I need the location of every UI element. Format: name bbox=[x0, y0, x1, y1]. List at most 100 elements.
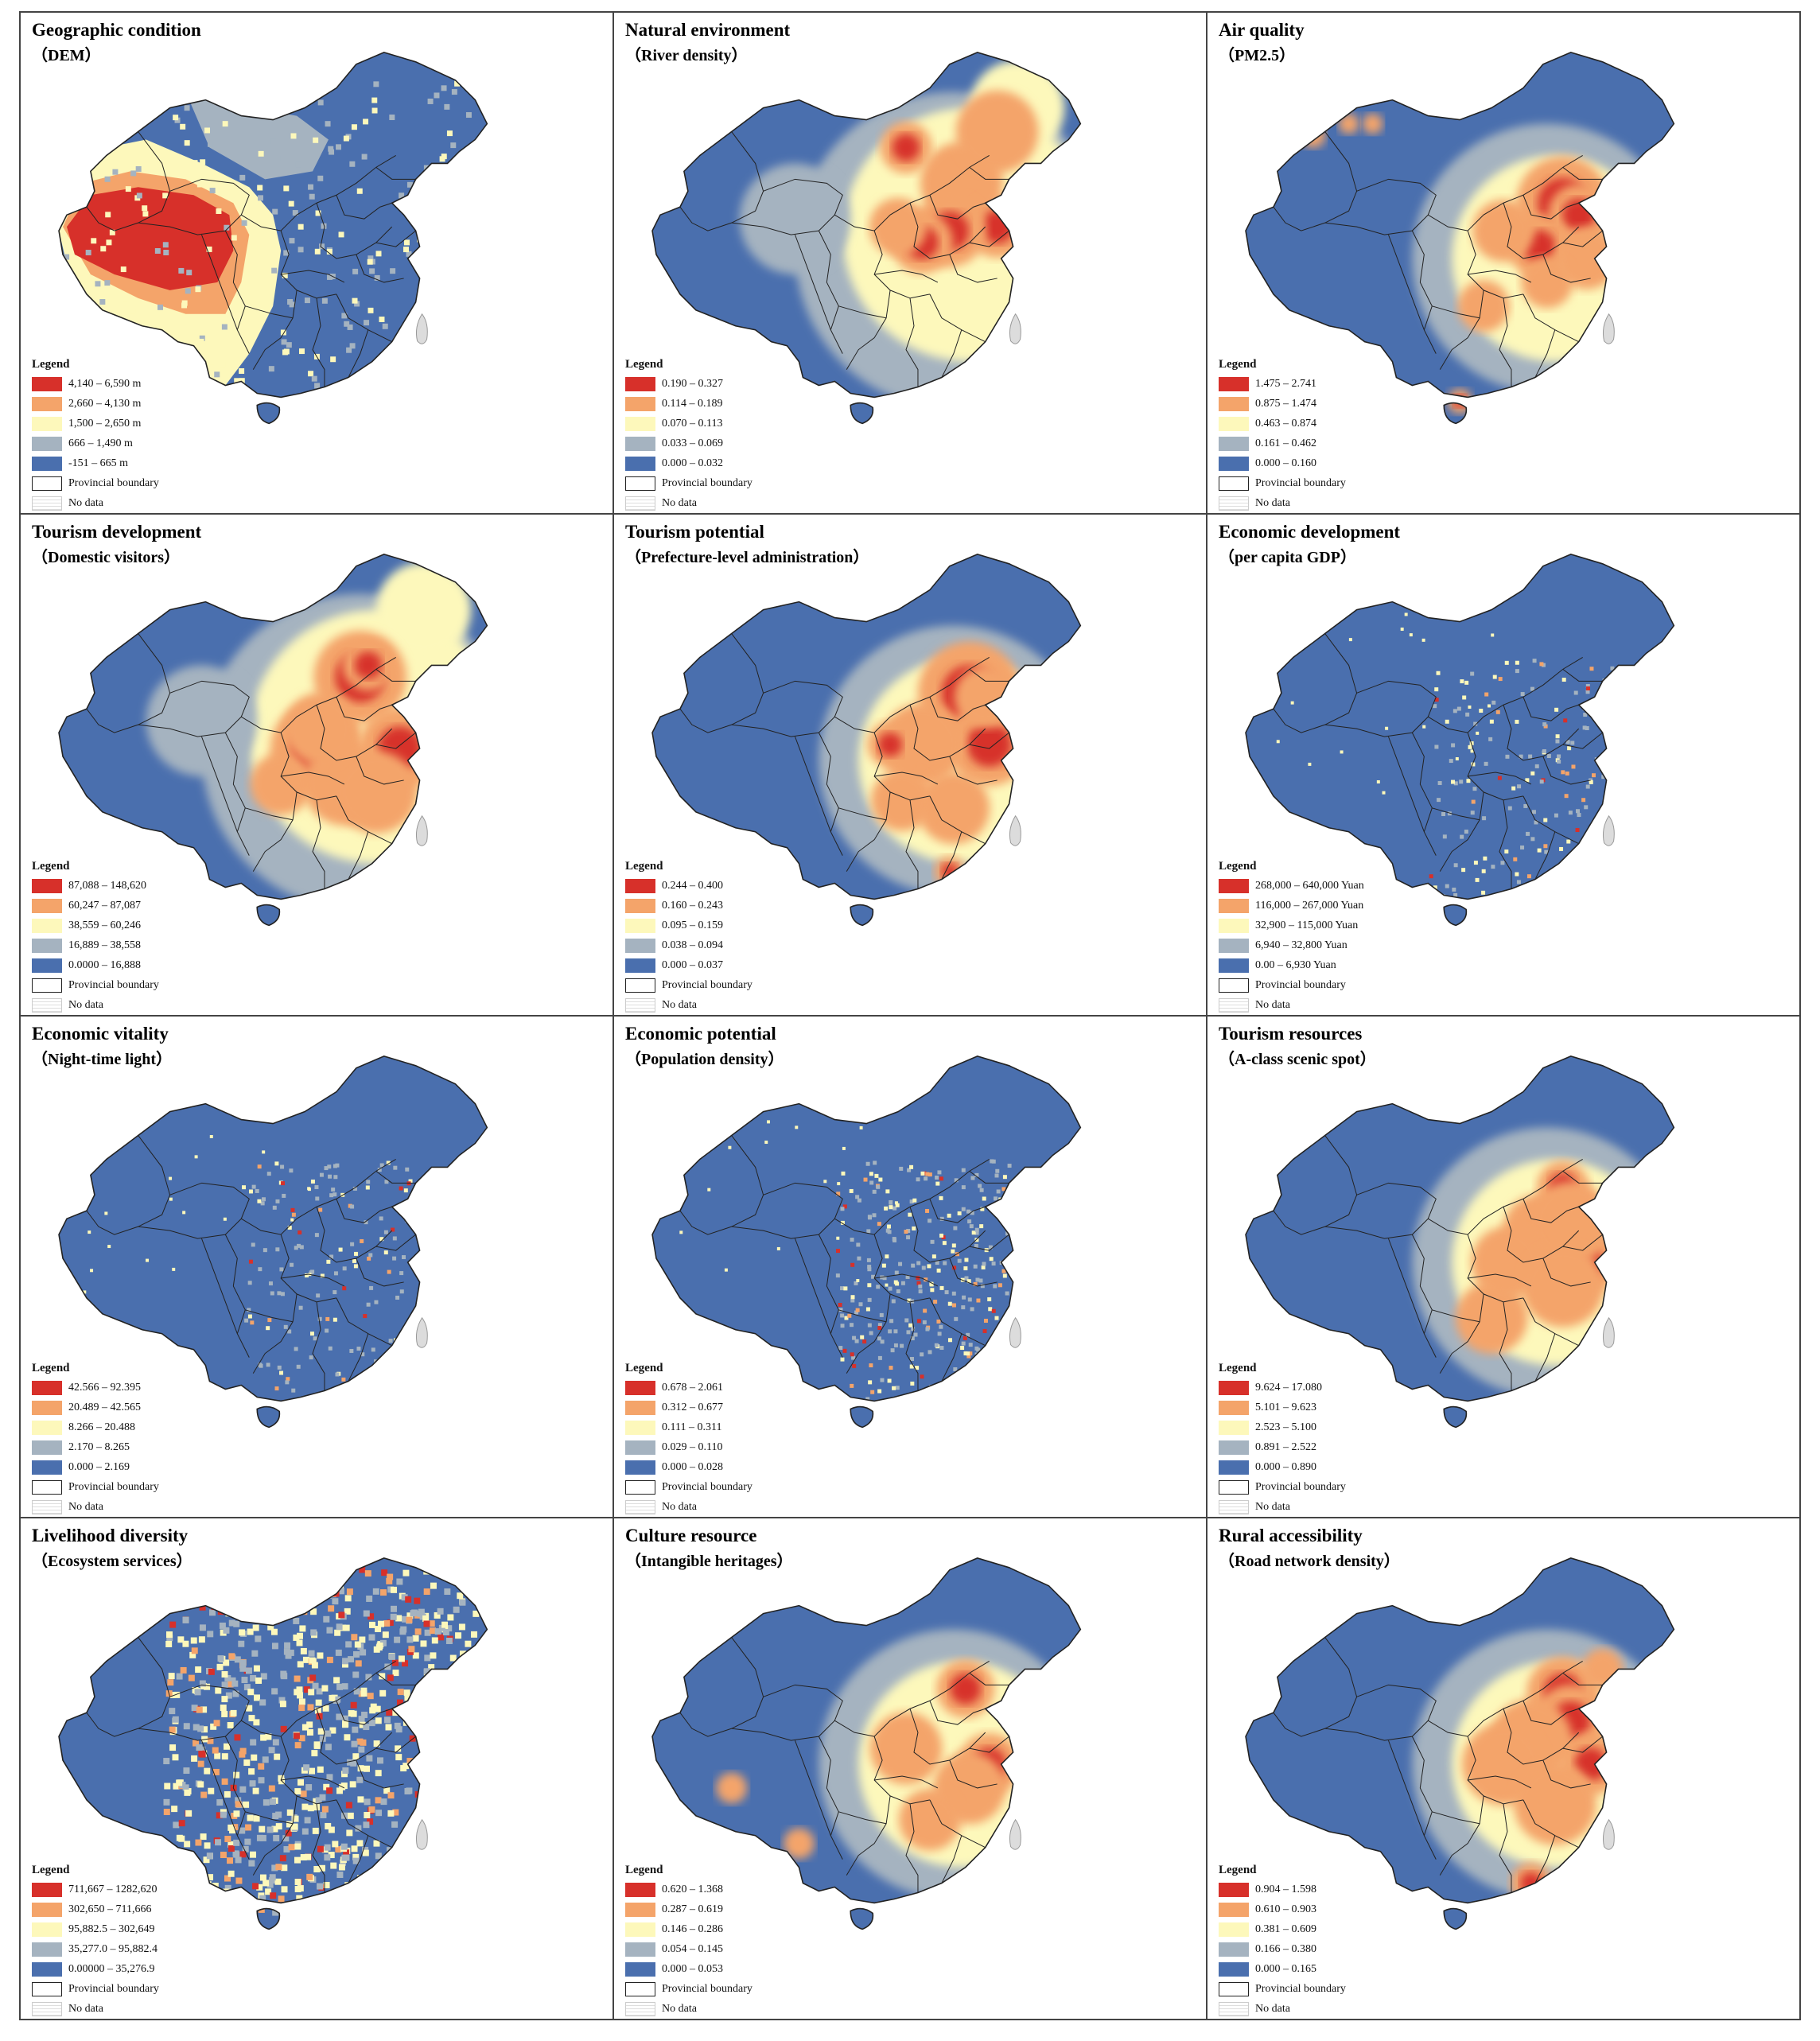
grid-cell bbox=[877, 1355, 882, 1360]
grid-cell bbox=[328, 146, 334, 152]
legend-class-row: 5.101 – 9.623 bbox=[1219, 1398, 1346, 1417]
grid-cell bbox=[177, 1636, 185, 1643]
grid-cell bbox=[268, 1747, 275, 1754]
legend-boundary-row: Provincial boundary bbox=[625, 1979, 752, 1999]
grid-cell bbox=[235, 1877, 243, 1884]
grid-cell bbox=[391, 1227, 395, 1232]
grid-cell bbox=[928, 1350, 932, 1355]
grid-cell bbox=[197, 1760, 204, 1767]
grid-cell bbox=[1460, 679, 1464, 684]
value-zone bbox=[881, 703, 963, 786]
legend-swatch bbox=[625, 1440, 655, 1455]
grid-cell bbox=[241, 1588, 248, 1595]
grid-cell bbox=[281, 1864, 288, 1872]
grid-cell bbox=[920, 1171, 925, 1176]
grid-cell bbox=[417, 1610, 424, 1617]
grid-cell bbox=[430, 1693, 438, 1700]
grid-cell bbox=[391, 1586, 398, 1593]
grid-cell bbox=[1009, 1371, 1013, 1376]
grid-cell bbox=[912, 1226, 916, 1230]
map-panel: Natural environment （River density） Legend… bbox=[612, 11, 1208, 515]
grid-cell bbox=[80, 179, 87, 185]
grid-cell bbox=[331, 1188, 336, 1192]
grid-cell bbox=[925, 1172, 930, 1176]
map-title: Tourism resources bbox=[1219, 1024, 1363, 1044]
map-panel: Economic vitality （Night-time light） Legen… bbox=[19, 1015, 614, 1518]
grid-cell bbox=[1519, 754, 1523, 759]
grid-cell bbox=[368, 1720, 375, 1727]
legend-no-data-row: No data bbox=[1219, 1497, 1346, 1517]
value-zone bbox=[1581, 1648, 1624, 1690]
grid-cell bbox=[246, 1705, 253, 1712]
grid-cell bbox=[270, 1628, 278, 1635]
grid-cell bbox=[280, 1670, 287, 1678]
grid-cell bbox=[239, 1747, 247, 1755]
grid-cell bbox=[415, 1896, 422, 1903]
grid-cell bbox=[1586, 686, 1590, 691]
grid-cell bbox=[192, 1740, 200, 1747]
grid-cell bbox=[895, 1386, 900, 1390]
grid-cell bbox=[1479, 709, 1484, 713]
grid-cell bbox=[457, 1592, 464, 1600]
grid-cell bbox=[313, 137, 319, 143]
grid-cell bbox=[120, 344, 126, 350]
grid-cell bbox=[873, 1160, 877, 1165]
grid-cell bbox=[1473, 721, 1478, 726]
grid-cell bbox=[414, 1597, 421, 1604]
legend-class-label: 16,889 – 38,558 bbox=[68, 939, 141, 951]
grid-cell bbox=[457, 1861, 465, 1868]
grid-cell bbox=[1016, 1309, 1021, 1314]
grid-cell bbox=[406, 1612, 414, 1619]
grid-cell bbox=[892, 1386, 896, 1390]
provincial-boundary bbox=[375, 166, 416, 180]
grid-cell bbox=[867, 1267, 872, 1272]
grid-cell bbox=[858, 1302, 863, 1307]
grid-cell bbox=[221, 1778, 228, 1785]
grid-cell bbox=[286, 342, 292, 348]
provincial-boundary bbox=[929, 1297, 986, 1347]
grid-cell bbox=[317, 175, 324, 181]
grid-cell bbox=[1476, 731, 1480, 735]
grid-cell bbox=[268, 1785, 275, 1792]
legend-swatch bbox=[625, 1902, 655, 1917]
grid-cell bbox=[326, 1656, 333, 1663]
provincial-boundary bbox=[336, 1799, 392, 1849]
provincial-boundary bbox=[1467, 1234, 1524, 1303]
map-panel: Geographic condition （DEM） Legend 4,140 – 6… bbox=[19, 11, 614, 515]
legend-boundary-row: Provincial boundary bbox=[625, 975, 752, 995]
grid-cell bbox=[221, 324, 228, 330]
grid-cell bbox=[368, 1621, 375, 1628]
grid-cell bbox=[459, 1599, 466, 1606]
grid-cell bbox=[1559, 868, 1564, 873]
grid-cell bbox=[892, 1206, 897, 1211]
grid-cell bbox=[835, 1249, 840, 1254]
grid-cell bbox=[185, 288, 191, 294]
grid-cell bbox=[1445, 884, 1449, 888]
grid-cell bbox=[837, 1182, 841, 1186]
grid-cell bbox=[336, 1787, 343, 1794]
provincial-boundary bbox=[1542, 254, 1591, 283]
grid-cell bbox=[437, 1694, 444, 1701]
provincial-boundary bbox=[949, 254, 998, 283]
grid-cell bbox=[475, 1595, 482, 1602]
grid-cell bbox=[408, 1339, 413, 1344]
provincial-boundary bbox=[679, 131, 764, 231]
grid-cell bbox=[856, 1242, 861, 1247]
grid-cell bbox=[231, 1566, 238, 1573]
grid-cell bbox=[988, 1245, 993, 1250]
grid-cell bbox=[1507, 806, 1512, 811]
grid-cell bbox=[239, 1567, 246, 1574]
grid-cell bbox=[933, 1300, 938, 1304]
grid-cell bbox=[465, 112, 472, 119]
map-title: Culture resource bbox=[625, 1526, 757, 1545]
grid-cell bbox=[910, 1357, 914, 1361]
legend-heading: Legend bbox=[32, 1362, 70, 1374]
legend-swatch bbox=[32, 938, 62, 953]
grid-cell bbox=[312, 1682, 319, 1689]
china-choropleth-map bbox=[58, 553, 488, 927]
grid-cell bbox=[438, 1839, 445, 1846]
grid-cell bbox=[416, 1714, 423, 1721]
grid-cell bbox=[422, 1782, 429, 1789]
no-data-island bbox=[415, 1818, 428, 1850]
grid-cell bbox=[991, 1308, 996, 1313]
